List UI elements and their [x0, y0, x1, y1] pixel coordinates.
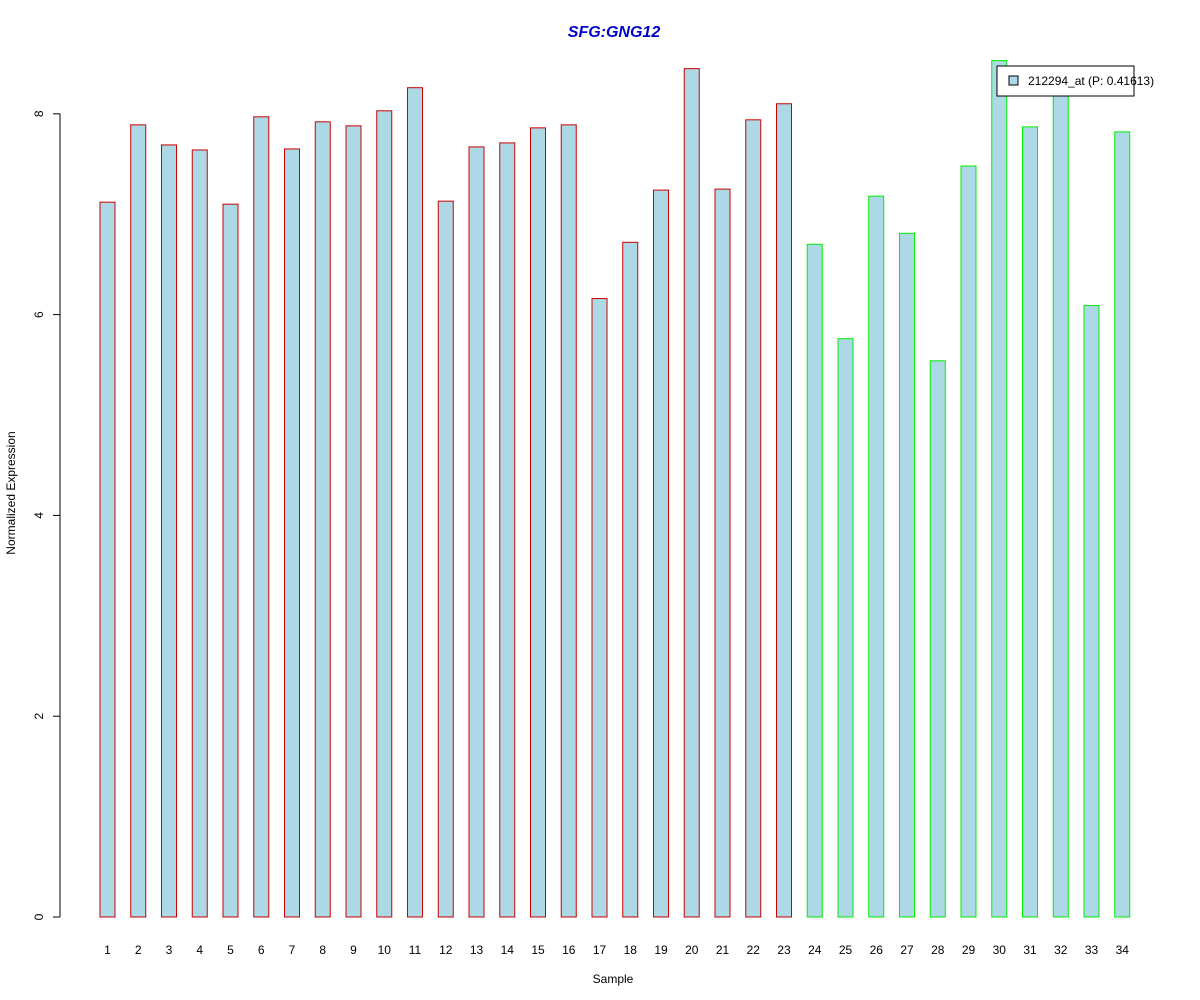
x-axis-tick-label: 1 — [104, 943, 111, 957]
x-axis-tick-label: 12 — [439, 943, 453, 957]
legend-box — [996, 65, 1135, 97]
bar-sample-25 — [837, 338, 854, 918]
y-axis-tick-label: 2 — [32, 713, 46, 720]
bar-sample-15 — [530, 127, 546, 918]
x-axis-tick-label: 13 — [470, 943, 484, 957]
bar-sample-6 — [253, 116, 270, 918]
bar-sample-14 — [499, 142, 516, 918]
bar-sample-28 — [929, 360, 946, 918]
y-axis-label: Normalized Expression — [4, 431, 18, 554]
bar-sample-4 — [191, 149, 208, 918]
x-axis-tick-label: 18 — [624, 943, 638, 957]
x-axis-tick-label: 2 — [135, 943, 142, 957]
legend-swatch — [1008, 75, 1019, 86]
x-axis-tick-label: 28 — [931, 943, 945, 957]
bar-sample-5 — [222, 203, 239, 918]
bar-sample-27 — [899, 232, 915, 918]
bar-sample-13 — [468, 146, 485, 918]
x-axis-tick-label: 23 — [777, 943, 791, 957]
bar-sample-22 — [745, 119, 762, 918]
x-axis-tick-label: 33 — [1085, 943, 1099, 957]
bar-sample-10 — [376, 110, 393, 918]
y-axis-tick-label: 4 — [32, 512, 46, 519]
bar-sample-17 — [591, 298, 608, 918]
bar-sample-3 — [161, 144, 177, 918]
chart-title: SFG:GNG12 — [568, 24, 661, 41]
bar-sample-31 — [1022, 126, 1038, 918]
bar-sample-1 — [99, 201, 116, 918]
legend: 212294_at (P: 0.41613) — [996, 65, 1154, 97]
x-axis-tick-label: 11 — [409, 943, 422, 957]
x-axis-tick-label: 10 — [378, 943, 392, 957]
x-axis-tick-label: 32 — [1054, 943, 1068, 957]
y-axis: 0 2 4 6 8 — [32, 110, 61, 920]
x-axis-tick-label: 34 — [1116, 943, 1130, 957]
x-axis-tick-label: 26 — [870, 943, 884, 957]
x-axis-tick-label: 22 — [747, 943, 761, 957]
bar-sample-23 — [776, 103, 792, 918]
x-axis-tick-label: 6 — [258, 943, 265, 957]
bar-sample-18 — [622, 241, 639, 918]
x-axis-tick-label: 16 — [562, 943, 576, 957]
bar-sample-7 — [284, 148, 300, 918]
bar-sample-29 — [960, 165, 977, 918]
x-axis-tick-label: 24 — [808, 943, 822, 957]
bar-sample-30 — [991, 60, 1008, 918]
y-axis-tick-label: 0 — [32, 913, 46, 920]
x-axis-tick-label: 15 — [531, 943, 545, 957]
y-axis-tick-label: 8 — [32, 110, 46, 117]
bar-sample-34 — [1114, 131, 1131, 918]
x-axis-tick-label: 17 — [593, 943, 607, 957]
x-axis-tick-label: 31 — [1023, 943, 1037, 957]
x-axis-tick-label: 19 — [654, 943, 668, 957]
bars — [99, 60, 1131, 918]
x-axis-tick-label: 7 — [289, 943, 296, 957]
x-axis-tick-label: 5 — [227, 943, 234, 957]
x-axis-tick-label: 9 — [350, 943, 357, 957]
bar-sample-19 — [653, 189, 669, 918]
y-axis-tick-label: 6 — [32, 311, 46, 318]
bar-sample-2 — [130, 124, 147, 918]
bar-sample-11 — [407, 87, 423, 918]
bar-sample-33 — [1083, 305, 1100, 918]
bar-sample-12 — [437, 200, 454, 918]
x-axis-tick-label: 21 — [716, 943, 730, 957]
x-axis-label: Sample — [593, 972, 634, 986]
x-axis-tick-label: 27 — [900, 943, 914, 957]
bar-sample-24 — [806, 243, 823, 918]
bar-sample-32 — [1052, 93, 1069, 918]
bar-sample-8 — [314, 121, 331, 918]
bar-sample-9 — [345, 125, 362, 918]
x-axis-tick-label: 25 — [839, 943, 853, 957]
x-axis-tick-label: 20 — [685, 943, 699, 957]
x-axis-tick-label: 30 — [993, 943, 1007, 957]
bar-sample-20 — [683, 68, 700, 918]
bar-sample-26 — [868, 195, 885, 918]
legend-label: 212294_at (P: 0.41613) — [1028, 74, 1154, 88]
bar-sample-21 — [714, 188, 731, 918]
x-axis-tick-label: 8 — [319, 943, 326, 957]
bar-sample-16 — [560, 124, 577, 918]
x-axis-tick-labels: 1 2 3 4 5 6 7 8 9 10 11 12 13 14 15 16 17 18 19 20 21 22 23 24 2… — [104, 943, 1129, 957]
x-axis-tick-label: 14 — [501, 943, 515, 957]
x-axis-tick-label: 4 — [196, 943, 203, 957]
x-axis-tick-label: 29 — [962, 943, 976, 957]
x-axis-tick-label: 3 — [166, 943, 173, 957]
